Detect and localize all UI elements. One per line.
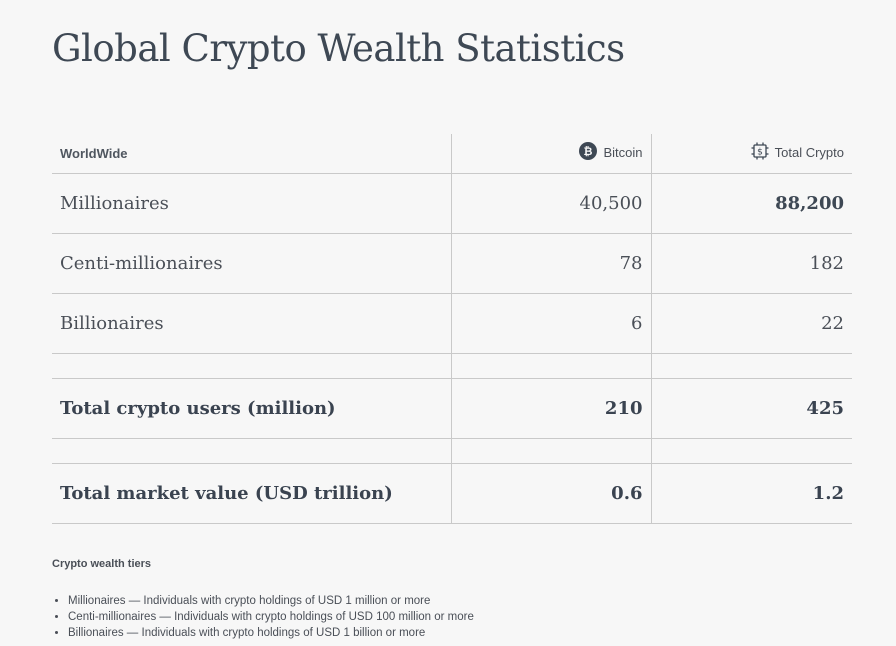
table-row: Centi-millionaires 78 182 [52,233,852,294]
list-item: Centi-millionaires — Individuals with cr… [68,609,474,625]
table-header-row: WorldWide ₿ Bitcoin [52,134,852,174]
row-label: Billionaires [52,293,451,354]
total-label: Total market value (USD trillion) [52,463,451,524]
table-row: Billionaires 6 22 [52,293,852,354]
footnote-title: Crypto wealth tiers [52,558,152,570]
total-row: Total crypto users (million) 210 425 [52,378,852,439]
header-total-crypto: $ Total Crypto [650,134,852,174]
bitcoin-value: 40,500 [450,173,651,234]
page-title: Global Crypto Wealth Statistics [52,27,625,70]
bitcoin-total-value: 0.6 [450,463,651,524]
bitcoin-value: 6 [450,293,651,354]
bitcoin-value: 78 [450,233,651,294]
total-value: 182 [650,233,852,294]
chip-dollar-icon: $ [751,142,769,163]
crypto-total-value: 425 [650,378,852,439]
wealth-table: WorldWide ₿ Bitcoin [52,134,852,524]
list-item: Billionaires — Individuals with crypto h… [68,625,474,641]
svg-text:$: $ [757,147,763,157]
tier-list: Millionaires — Individuals with crypto h… [52,593,474,641]
svg-text:₿: ₿ [584,145,593,158]
header-bitcoin-label: Bitcoin [603,144,643,160]
total-label: Total crypto users (million) [52,378,451,439]
spacer-row [52,438,852,464]
crypto-total-value: 1.2 [650,463,852,524]
bitcoin-total-value: 210 [450,378,651,439]
bitcoin-icon: ₿ [579,141,598,163]
table-row: Millionaires 40,500 88,200 [52,173,852,234]
total-value: 22 [650,293,852,354]
row-label: Millionaires [52,173,451,234]
total-value: 88,200 [650,173,852,234]
total-row: Total market value (USD trillion) 0.6 1.… [52,463,852,524]
list-item: Millionaires — Individuals with crypto h… [68,593,474,609]
spacer-row [52,353,852,379]
row-label: Centi-millionaires [52,233,451,294]
header-region: WorldWide [52,134,451,174]
header-total-crypto-label: Total Crypto [774,144,844,160]
header-bitcoin: ₿ Bitcoin [450,134,651,174]
